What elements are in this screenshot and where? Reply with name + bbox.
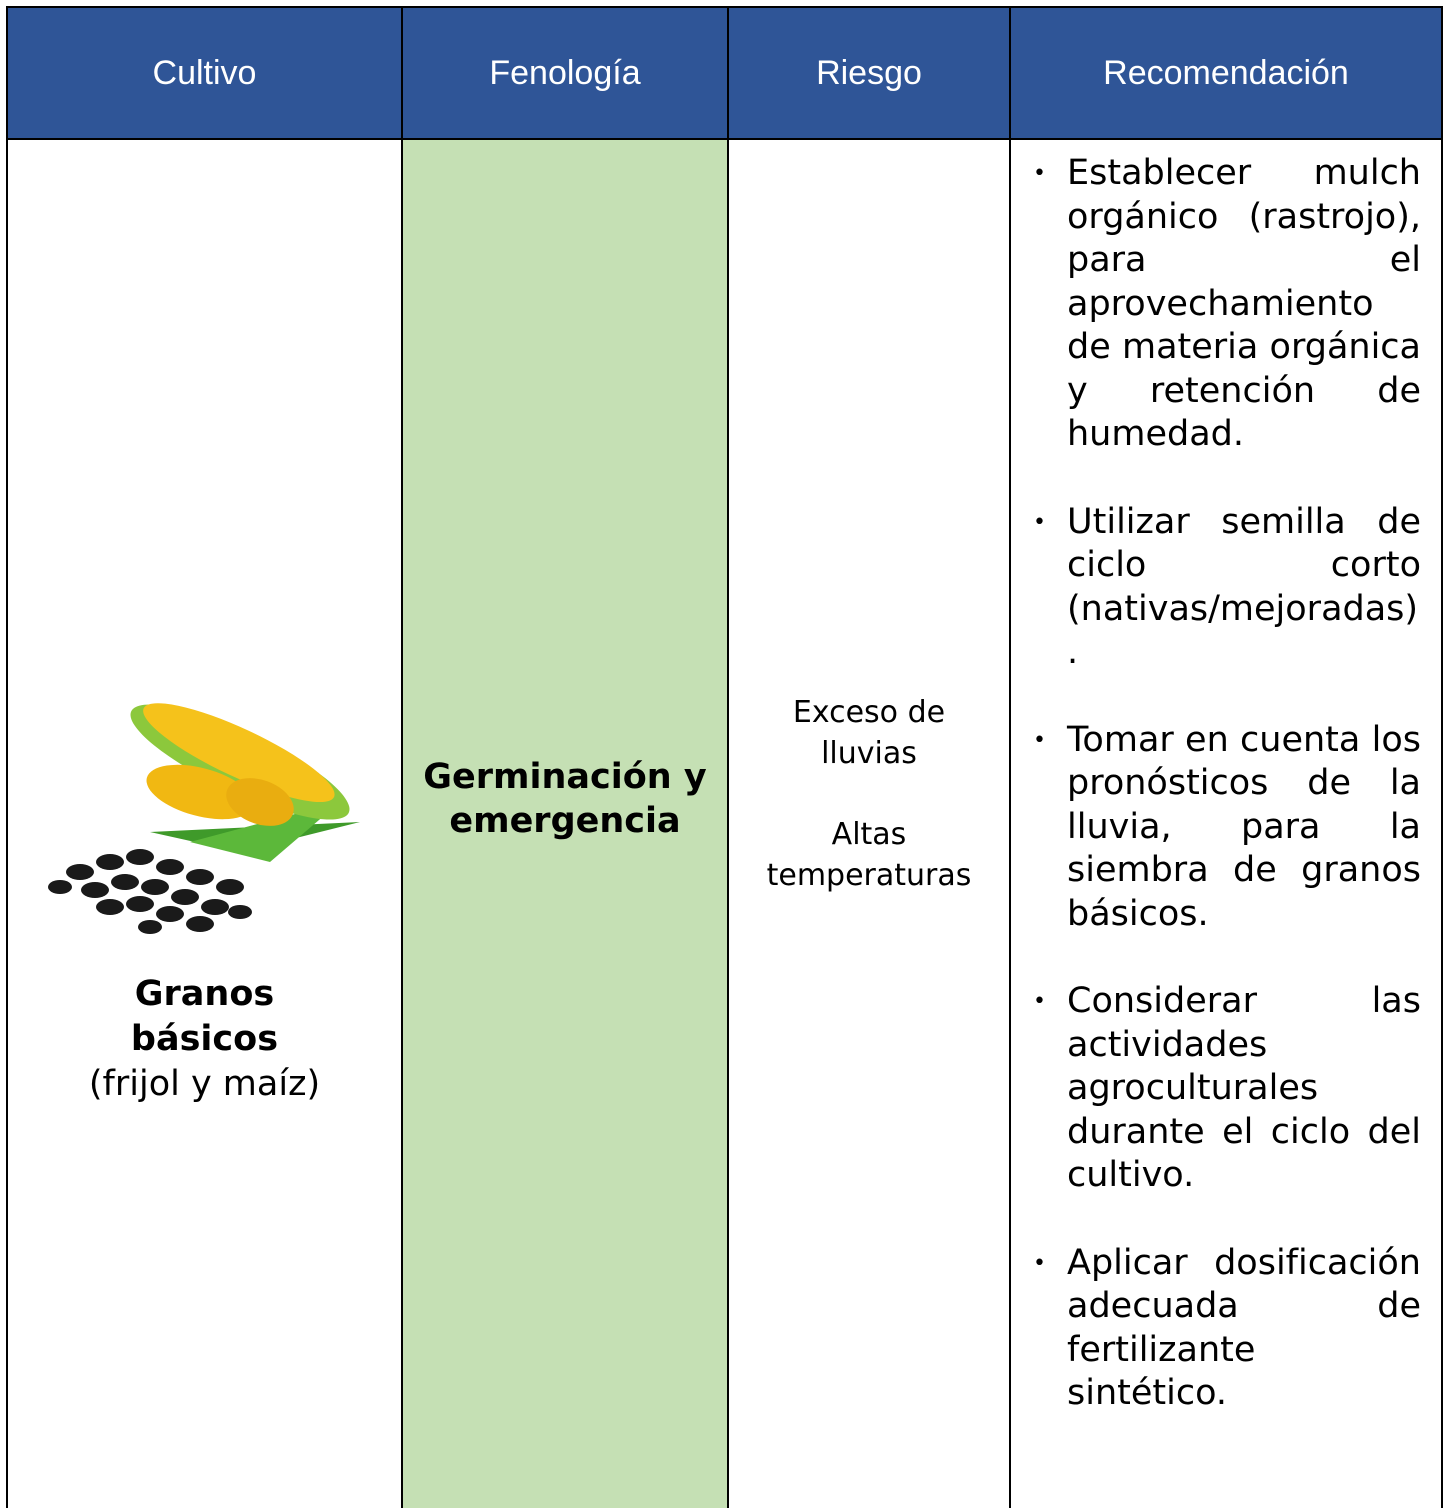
- risk-cell: Exceso de lluvias Altas temperaturas: [727, 138, 1011, 1508]
- header-text: Fenología: [489, 53, 641, 92]
- header-cell: Riesgo: [727, 6, 1011, 140]
- header-text: Recomendación: [1103, 53, 1349, 92]
- risk-text: Altas temperaturas: [766, 817, 972, 893]
- header-text: Cultivo: [152, 53, 257, 92]
- header-text: Riesgo: [816, 53, 922, 92]
- recommendation-item: Tomar en cuenta los pronósticos de la ll…: [1011, 719, 1421, 937]
- crop-image: [47, 702, 360, 934]
- recommendation-list: Establecer mulch orgánico (rastrojo), pa…: [1011, 152, 1421, 1416]
- crop-note: (frijol y maíz): [88, 1063, 321, 1104]
- recommendation-item: Aplicar dosificación adecuada de fertili…: [1011, 1242, 1421, 1416]
- risk-text: Exceso de lluvias: [792, 695, 946, 771]
- header-cell: Fenología: [401, 6, 729, 140]
- recommendation-item: Utilizar semilla de ciclo corto (nativas…: [1011, 501, 1421, 675]
- crop-cell: Granos básicos (frijol y maíz): [6, 138, 403, 1508]
- recommendation-cell: Establecer mulch orgánico (rastrojo), pa…: [1009, 138, 1443, 1508]
- header-cell: Recomendación: [1009, 6, 1443, 140]
- recommendation-item: Considerar las actividades agroculturale…: [1011, 980, 1421, 1198]
- phenology-text: Germinación y emergencia: [423, 757, 707, 841]
- recommendation-item: Establecer mulch orgánico (rastrojo), pa…: [1011, 152, 1421, 457]
- crop-title: Granos básicos: [130, 973, 279, 1059]
- header-cell: Cultivo: [6, 6, 403, 140]
- phenology-cell: Germinación y emergencia: [401, 138, 729, 1508]
